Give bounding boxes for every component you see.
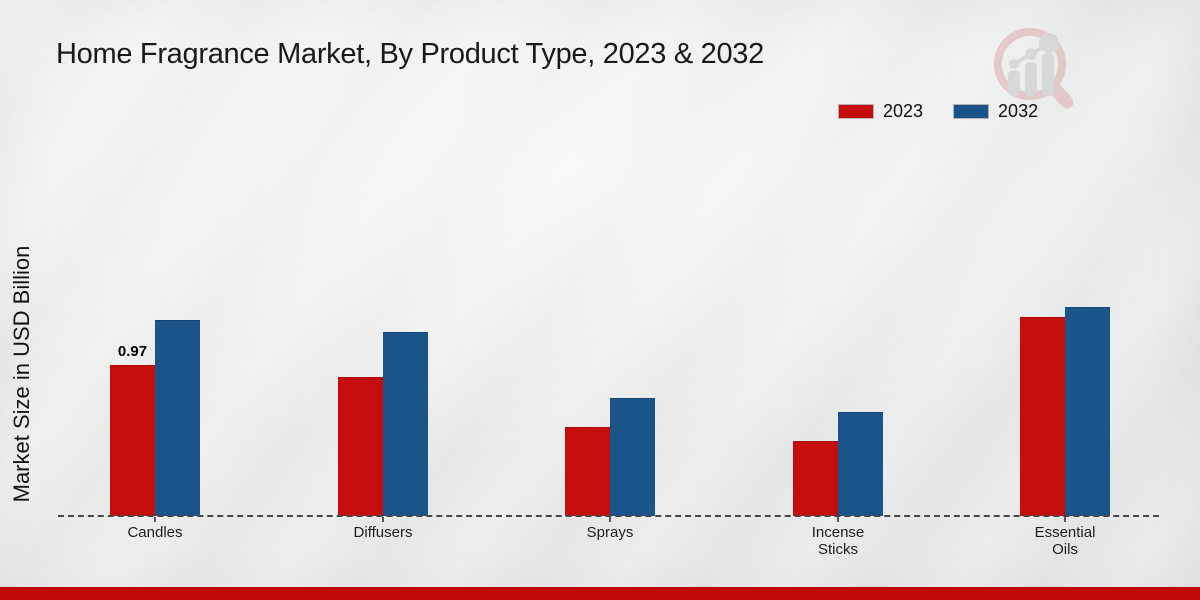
bar-diffusers-2032 [383,332,428,516]
chart-title: Home Fragrance Market, By Product Type, … [56,38,764,70]
legend-swatch-2023 [838,104,874,119]
bar-essential-oils-2023 [1020,317,1065,516]
x-axis-baseline [58,515,1159,517]
category-label-sprays: Sprays [586,524,634,541]
bar-incense-sticks-2023 [793,441,838,516]
bar-candles-2032 [155,320,200,516]
category-label-incense-sticks: Incense Sticks [811,524,865,558]
category-label-essential-oils: Essential Oils [1034,524,1096,558]
legend-label-2032: 2032 [998,101,1039,121]
data-label-candles-2023: 0.97 [117,343,148,360]
category-label-candles: Candles [127,524,183,541]
bar-sprays-2023 [565,427,610,516]
x-axis-tick-essential-oils [1064,517,1066,522]
magnifier-bar-chart-logo-icon [994,28,1074,109]
bar-diffusers-2023 [338,377,383,516]
footer-accent-bar [0,587,1200,600]
legend-label-2023: 2023 [883,101,924,121]
bar-incense-sticks-2032 [838,412,883,516]
category-label-diffusers: Diffusers [353,524,413,541]
bar-candles-2023 [110,365,155,516]
legend-item-2023: 2023 [838,101,923,122]
legend: 2023 2032 [838,101,1038,122]
x-axis-tick-candles [154,517,156,522]
bar-essential-oils-2032 [1065,307,1110,516]
legend-swatch-2032 [953,104,990,119]
legend-item-2032: 2032 [953,101,1038,122]
x-axis-tick-incense-sticks [837,517,839,522]
x-axis-tick-diffusers [382,517,384,522]
bar-sprays-2032 [610,398,655,516]
x-axis-tick-sprays [609,517,611,522]
